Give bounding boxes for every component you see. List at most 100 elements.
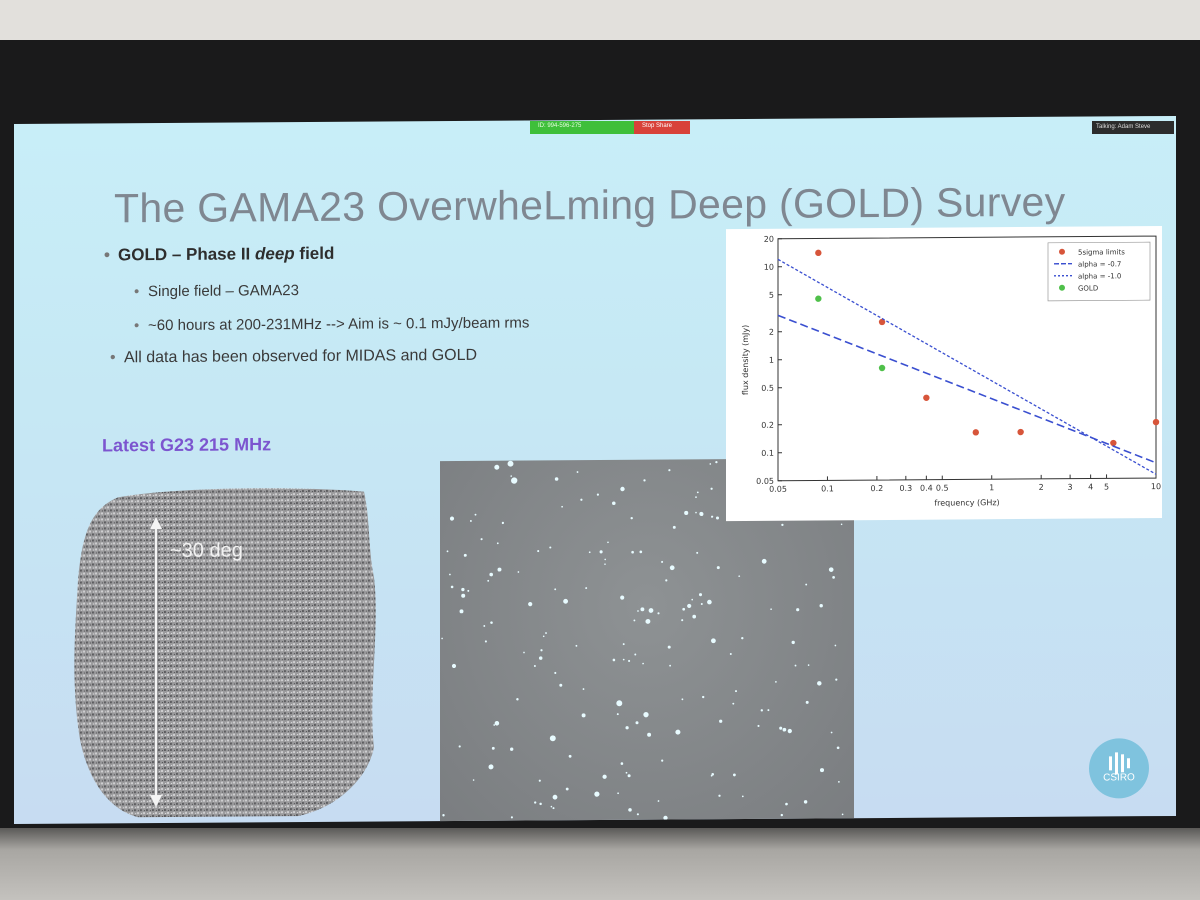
scale-label: ~30 deg bbox=[170, 539, 243, 562]
y-axis-label: flux density (mJy) bbox=[741, 325, 750, 395]
radio-source bbox=[760, 709, 763, 712]
radio-source bbox=[696, 491, 699, 494]
radio-source bbox=[604, 563, 606, 565]
legend-marker bbox=[1059, 284, 1065, 291]
radio-source bbox=[533, 665, 536, 668]
radio-source bbox=[663, 815, 668, 821]
floor-edge bbox=[0, 828, 1200, 900]
radio-source bbox=[474, 513, 477, 516]
radio-source bbox=[834, 644, 837, 647]
radio-source bbox=[794, 664, 797, 667]
sub-bullet-text: ~60 hours at 200-231MHz --> Aim is ~ 0.1… bbox=[148, 314, 530, 335]
radio-source bbox=[622, 643, 625, 646]
radio-source bbox=[539, 802, 542, 806]
meeting-id: ID: 994-596-275 bbox=[530, 121, 634, 134]
stop-share-button[interactable]: Stop Share bbox=[634, 121, 690, 134]
screen-share-bar: ID: 994-596-275 Stop Share bbox=[530, 121, 690, 134]
wall bbox=[0, 0, 1200, 40]
radio-source bbox=[672, 525, 676, 529]
radio-source bbox=[580, 498, 583, 501]
radio-source bbox=[691, 598, 694, 601]
radio-source bbox=[684, 510, 689, 516]
talking-indicator: Talking: Adam Steve bbox=[1092, 121, 1174, 134]
radio-source bbox=[472, 779, 475, 781]
radio-source bbox=[832, 575, 835, 579]
radio-source bbox=[442, 814, 445, 817]
radio-source bbox=[540, 649, 543, 652]
radio-source bbox=[782, 727, 787, 732]
latest-map-label: Latest G23 215 MHz bbox=[102, 434, 272, 456]
radio-source bbox=[840, 523, 843, 526]
radio-source bbox=[681, 698, 684, 701]
radio-source bbox=[561, 505, 563, 508]
radio-source bbox=[741, 795, 744, 798]
radio-source bbox=[667, 645, 671, 649]
radio-source bbox=[657, 800, 660, 802]
radio-source bbox=[461, 587, 465, 592]
radio-source bbox=[661, 560, 664, 563]
radio-source bbox=[582, 688, 585, 690]
radio-source bbox=[828, 567, 834, 572]
radio-source bbox=[459, 609, 464, 614]
bullet-dot: • bbox=[134, 317, 140, 335]
radio-source bbox=[490, 621, 493, 624]
x-tick-label: 0.05 bbox=[769, 485, 787, 494]
radio-source bbox=[698, 593, 703, 597]
radio-source bbox=[607, 541, 609, 544]
radio-source bbox=[501, 521, 505, 525]
slide: The GAMA23 OverwheLming Deep (GOLD) Surv… bbox=[14, 115, 1176, 825]
bullet-text: GOLD – Phase II bbox=[118, 244, 255, 265]
radio-source bbox=[640, 607, 645, 612]
radio-source bbox=[635, 721, 639, 725]
radio-source bbox=[523, 651, 525, 654]
radio-source bbox=[596, 493, 600, 496]
radio-source bbox=[805, 700, 809, 704]
radio-source bbox=[687, 603, 692, 609]
radio-source bbox=[449, 516, 455, 521]
radio-source bbox=[450, 585, 454, 589]
radio-source bbox=[643, 479, 646, 482]
radio-source bbox=[707, 599, 712, 605]
radio-source bbox=[695, 496, 697, 498]
y-tick-label: 20 bbox=[764, 235, 774, 244]
radio-source bbox=[741, 636, 744, 640]
radio-source bbox=[718, 794, 721, 797]
series-line bbox=[777, 314, 1157, 464]
radio-source bbox=[633, 619, 636, 622]
radio-source bbox=[585, 587, 588, 590]
radio-source bbox=[836, 746, 840, 750]
radio-source bbox=[620, 762, 624, 765]
radio-source bbox=[568, 754, 572, 758]
series-line bbox=[777, 258, 1157, 475]
csiro-logo: CSIRO bbox=[1089, 738, 1149, 799]
x-tick-label: 3 bbox=[1068, 483, 1073, 492]
sub-bullet-field: • Single field – GAMA23 bbox=[134, 282, 299, 300]
radio-source bbox=[787, 728, 792, 734]
radio-source bbox=[538, 779, 541, 782]
data-point bbox=[815, 249, 822, 257]
x-tick-label: 5 bbox=[1104, 482, 1109, 491]
radio-source bbox=[761, 558, 767, 564]
radio-source bbox=[709, 463, 712, 465]
radio-source bbox=[696, 551, 699, 554]
radio-source bbox=[537, 550, 540, 553]
radio-source bbox=[550, 805, 553, 808]
bullet-text-end: field bbox=[294, 243, 335, 264]
radio-source bbox=[483, 625, 486, 627]
radio-source bbox=[496, 542, 499, 545]
radio-source bbox=[636, 813, 639, 816]
spectrum-plot: 0.05 0.1 0.2 0.3 0.4 0.5 1 2 3 4 5 10 0.05 0.1 0.2 0.5 1… bbox=[726, 226, 1162, 522]
x-tick-label: 0.1 bbox=[821, 484, 834, 493]
spectrum-chart: 0.05 0.1 0.2 0.3 0.4 0.5 1 2 3 4 5 100.050.10.20.51… bbox=[741, 235, 1161, 508]
radio-source bbox=[838, 780, 840, 783]
radio-source bbox=[791, 640, 795, 645]
radio-source bbox=[702, 695, 705, 699]
radio-source bbox=[494, 464, 500, 470]
y-tick-label: 0.5 bbox=[761, 384, 774, 393]
radio-source bbox=[622, 658, 625, 661]
bullet-dot: • bbox=[134, 283, 140, 301]
radio-source bbox=[631, 550, 634, 554]
radio-source bbox=[715, 516, 720, 520]
radio-source bbox=[719, 719, 723, 723]
radio-source bbox=[461, 593, 466, 598]
